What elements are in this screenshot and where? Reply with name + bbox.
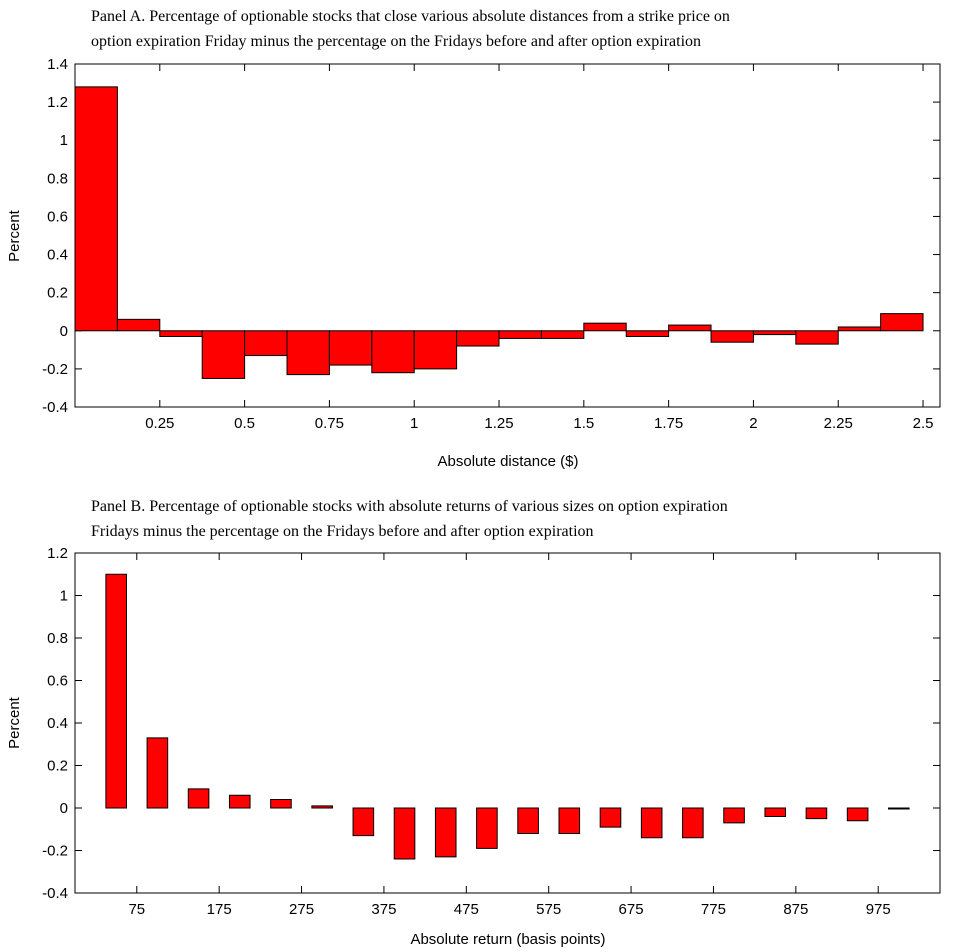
panel-a-bar [456, 330, 500, 347]
panel-a-bar [668, 324, 712, 332]
panel-b-bar [599, 807, 622, 828]
panel-b-bar [311, 805, 333, 809]
panel-b-x-tick-label: 575 [536, 901, 561, 918]
panel-a-bar [286, 330, 330, 376]
panel-a-bar [74, 86, 118, 332]
panel-a-bar [244, 330, 288, 357]
panel-a-bar [752, 330, 797, 336]
panel-b-x-axis-label: Absolute return (basis points) [410, 931, 605, 948]
panel-b-x-tick-label: 275 [289, 901, 314, 918]
panel-b-marks: -0.4 -0.2 0 0.2 0.4 0.6 0.8 1 1.2 75 175 275 375 475 5… [42, 545, 940, 918]
panel-a-x-tick-label: 1.5 [573, 415, 594, 432]
panel-a-y-tick-label: 0.2 [47, 285, 68, 302]
panel-a-bar [159, 330, 203, 337]
panel-a-y-tick-label: 1.2 [47, 94, 68, 111]
panel-b-bar [476, 807, 498, 849]
panel-a-y-tick-label: 0 [60, 323, 68, 340]
panel-a-title-line-1: Panel A. Percentage of optionable stocks… [91, 8, 730, 25]
panel-a-bar [583, 322, 627, 332]
panel-a-bar [116, 318, 161, 332]
panel-b-y-tick-label: 1.2 [47, 545, 68, 562]
panel-b-bar [434, 807, 457, 858]
panel-b-y-tick-label: 1 [60, 588, 68, 605]
panel-a-bar [625, 330, 670, 337]
panel-a-bar [498, 330, 542, 339]
panel-a-y-tick-label: -0.2 [42, 361, 68, 378]
panel-a-bar [837, 326, 882, 332]
panel-b-x-tick-label: 775 [701, 901, 726, 918]
panel-a-marks: -0.4 -0.2 0 0.2 0.4 0.6 0.8 1 1.2 1.4 0.25 0.5 0.75 1… [42, 56, 940, 432]
panel-a-y-tick-label: 0.6 [47, 208, 68, 225]
panel-a-bar [710, 330, 754, 343]
panel-b-y-tick-label: 0 [60, 800, 68, 817]
panel-a-x-axis-label: Absolute distance ($) [438, 453, 579, 470]
panel-b-x-tick-label: 375 [371, 901, 396, 918]
panel-b-bar [187, 788, 210, 809]
panel-b-bar [393, 807, 416, 860]
panel-a: Panel A. Percentage of optionable stocks… [6, 8, 941, 470]
panel-a-y-tick-label: 1.4 [47, 56, 68, 73]
panel-a-bar [540, 330, 585, 339]
panel-b-y-tick-label: -0.4 [42, 885, 68, 902]
panel-a-x-tick-label: 1.25 [484, 415, 513, 432]
panel-b-bar [146, 737, 169, 809]
panel-a-y-axis-label: Percent [6, 209, 23, 262]
panel-b-plot-frame [74, 552, 941, 894]
panel-a-y-tick-label: 0.4 [47, 247, 68, 264]
panel-b-bar [723, 807, 745, 824]
panel-a-bar [880, 313, 924, 332]
panel-b: Panel B. Percentage of optionable stocks… [6, 498, 941, 948]
panel-b-bar [846, 807, 869, 822]
panel-a-title-line-2: option expiration Friday minus the perce… [91, 33, 701, 50]
panel-a-bar [413, 330, 458, 370]
panel-b-title-line-1: Panel B. Percentage of optionable stocks… [91, 498, 728, 515]
panel-b-x-tick-label: 675 [619, 901, 644, 918]
panel-a-bar [328, 330, 373, 366]
panel-b-x-tick-label: 475 [454, 901, 479, 918]
panel-b-bar [888, 807, 910, 810]
panel-b-y-axis-label: Percent [6, 696, 23, 749]
panel-b-y-tick-label: 0.8 [47, 630, 68, 647]
panel-a-y-tick-label: -0.4 [42, 399, 68, 416]
panel-a-x-tick-label: 1 [410, 415, 418, 432]
panel-a-x-tick-label: 2 [749, 415, 757, 432]
panel-a-x-tick-label: 0.25 [145, 415, 174, 432]
panel-b-y-tick-label: 0.6 [47, 673, 68, 690]
panel-a-x-tick-label: 2.25 [824, 415, 853, 432]
panel-b-bar [228, 794, 251, 809]
panel-b-bar [640, 807, 663, 839]
panel-b-bar [682, 807, 704, 839]
panel-a-x-tick-label: 1.75 [654, 415, 683, 432]
panel-b-x-tick-label: 75 [128, 901, 145, 918]
panel-b-title-line-2: Fridays minus the percentage on the Frid… [91, 523, 594, 540]
panel-b-y-tick-label: -0.2 [42, 843, 68, 860]
panel-b-bar [105, 573, 127, 809]
panel-b-x-tick-label: 175 [207, 901, 232, 918]
panel-a-x-tick-label: 0.75 [315, 415, 344, 432]
panel-b-x-tick-label: 875 [783, 901, 808, 918]
panel-b-bar [558, 807, 581, 834]
panel-b-y-tick-label: 0.2 [47, 758, 68, 775]
panel-b-y-tick-label: 0.4 [47, 715, 68, 732]
panel-a-bar [201, 330, 246, 379]
panel-b-bar [517, 807, 539, 834]
panel-b-x-tick-label: 975 [866, 901, 891, 918]
panel-a-bar [371, 330, 415, 374]
panel-a-x-tick-label: 0.5 [234, 415, 255, 432]
panel-b-bar [805, 807, 828, 820]
panel-b-bar [352, 807, 375, 837]
panel-a-y-tick-label: 0.8 [47, 170, 68, 187]
panel-b-bar [270, 799, 292, 809]
panel-b-bar [764, 807, 787, 817]
panel-a-y-tick-label: 1 [60, 132, 68, 149]
panel-a-x-tick-label: 2.5 [913, 415, 934, 432]
panel-a-bar [795, 330, 839, 345]
